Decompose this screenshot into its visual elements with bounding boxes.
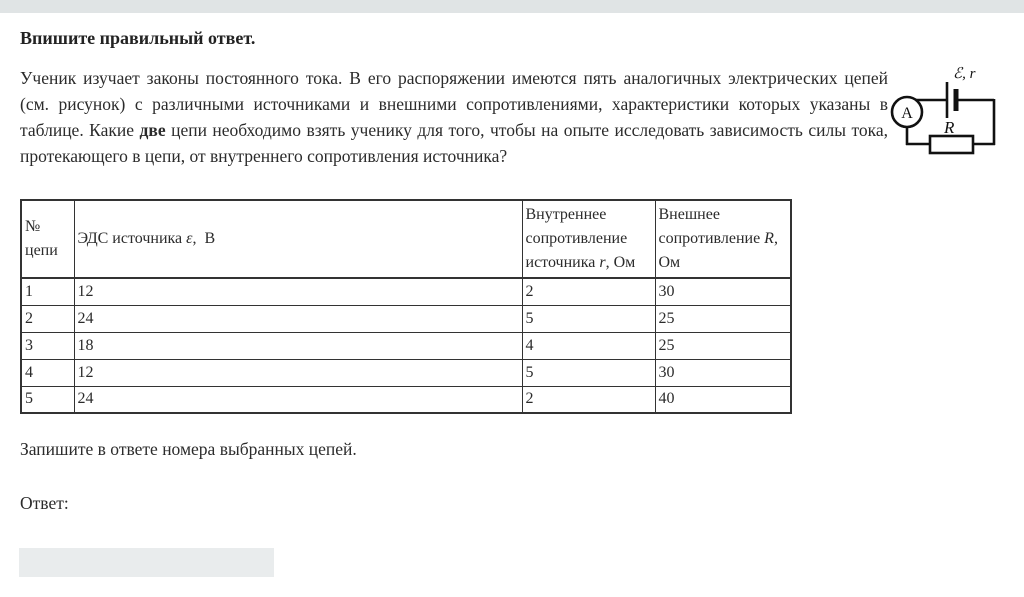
- table-header-row: № цепи ЭДС источника ε, В Внутреннее сопр…: [20, 199, 792, 279]
- answer-label: Ответ:: [20, 493, 69, 513]
- cell-external-resistance: 30: [654, 358, 792, 387]
- cell-internal-resistance: 5: [521, 358, 656, 387]
- header-internal-resistance: Внутреннее сопротивление источника r, Ом: [521, 199, 656, 279]
- table-row: 1 12 2 30: [20, 277, 792, 306]
- numero-sign: №: [25, 218, 41, 235]
- cell-external-resistance: 30: [654, 277, 792, 306]
- cell-external-resistance: 40: [654, 385, 792, 414]
- cell-circuit-number: 4: [20, 358, 75, 387]
- header-external-resistance: Внешнее сопротивление R, Ом: [654, 199, 792, 279]
- page-title: Впишите правильный ответ.: [20, 28, 256, 48]
- cell-emf: 12: [73, 277, 523, 306]
- circuit-schematic: A R ℰ, r: [890, 66, 996, 155]
- problem-statement: Ученик изучает законы постоянного тока. …: [20, 65, 888, 169]
- table-row: 5 24 2 40: [20, 385, 792, 414]
- header-emf: ЭДС источника ε, В: [73, 199, 523, 279]
- ammeter-label: A: [901, 105, 913, 122]
- cell-circuit-number: 2: [20, 304, 75, 333]
- circuit-diagram: A R ℰ, r: [873, 42, 1013, 162]
- cell-emf: 12: [73, 358, 523, 387]
- answer-input[interactable]: [19, 548, 274, 577]
- emf-label: ℰ, r: [953, 66, 976, 82]
- ammeter-icon: [890, 95, 924, 129]
- table-row: 4 12 5 30: [20, 358, 792, 387]
- content-area: Впишите правильный ответ. Ученик изучает…: [19, 13, 1004, 577]
- table-row: 3 18 4 25: [20, 331, 792, 360]
- cell-emf: 24: [73, 385, 523, 414]
- cell-internal-resistance: 5: [521, 304, 656, 333]
- instruction-text: Запишите в ответе номера выбранных цепей…: [20, 439, 357, 459]
- cell-circuit-number: 5: [20, 385, 75, 414]
- cell-emf: 18: [73, 331, 523, 360]
- circuits-table: № цепи ЭДС источника ε, В Внутреннее сопр…: [20, 199, 792, 414]
- problem-text-after: цепи необходимо взять ученику для того, …: [20, 120, 888, 166]
- top-bar: [0, 0, 1024, 13]
- cell-emf: 24: [73, 304, 523, 333]
- cell-internal-resistance: 2: [521, 277, 656, 306]
- table-row: 2 24 5 25: [20, 304, 792, 333]
- cell-external-resistance: 25: [654, 304, 792, 333]
- cell-external-resistance: 25: [654, 331, 792, 360]
- problem-text-bold: две: [139, 120, 166, 140]
- cell-internal-resistance: 4: [521, 331, 656, 360]
- cell-internal-resistance: 2: [521, 385, 656, 414]
- cell-circuit-number: 3: [20, 331, 75, 360]
- header-circuit-number: № цепи: [20, 199, 75, 279]
- problem-text-before: Ученик изучает законы постоянного тока. …: [20, 68, 888, 140]
- resistor-label: R: [943, 118, 955, 137]
- resistor-icon: [928, 134, 975, 155]
- cell-circuit-number: 1: [20, 277, 75, 306]
